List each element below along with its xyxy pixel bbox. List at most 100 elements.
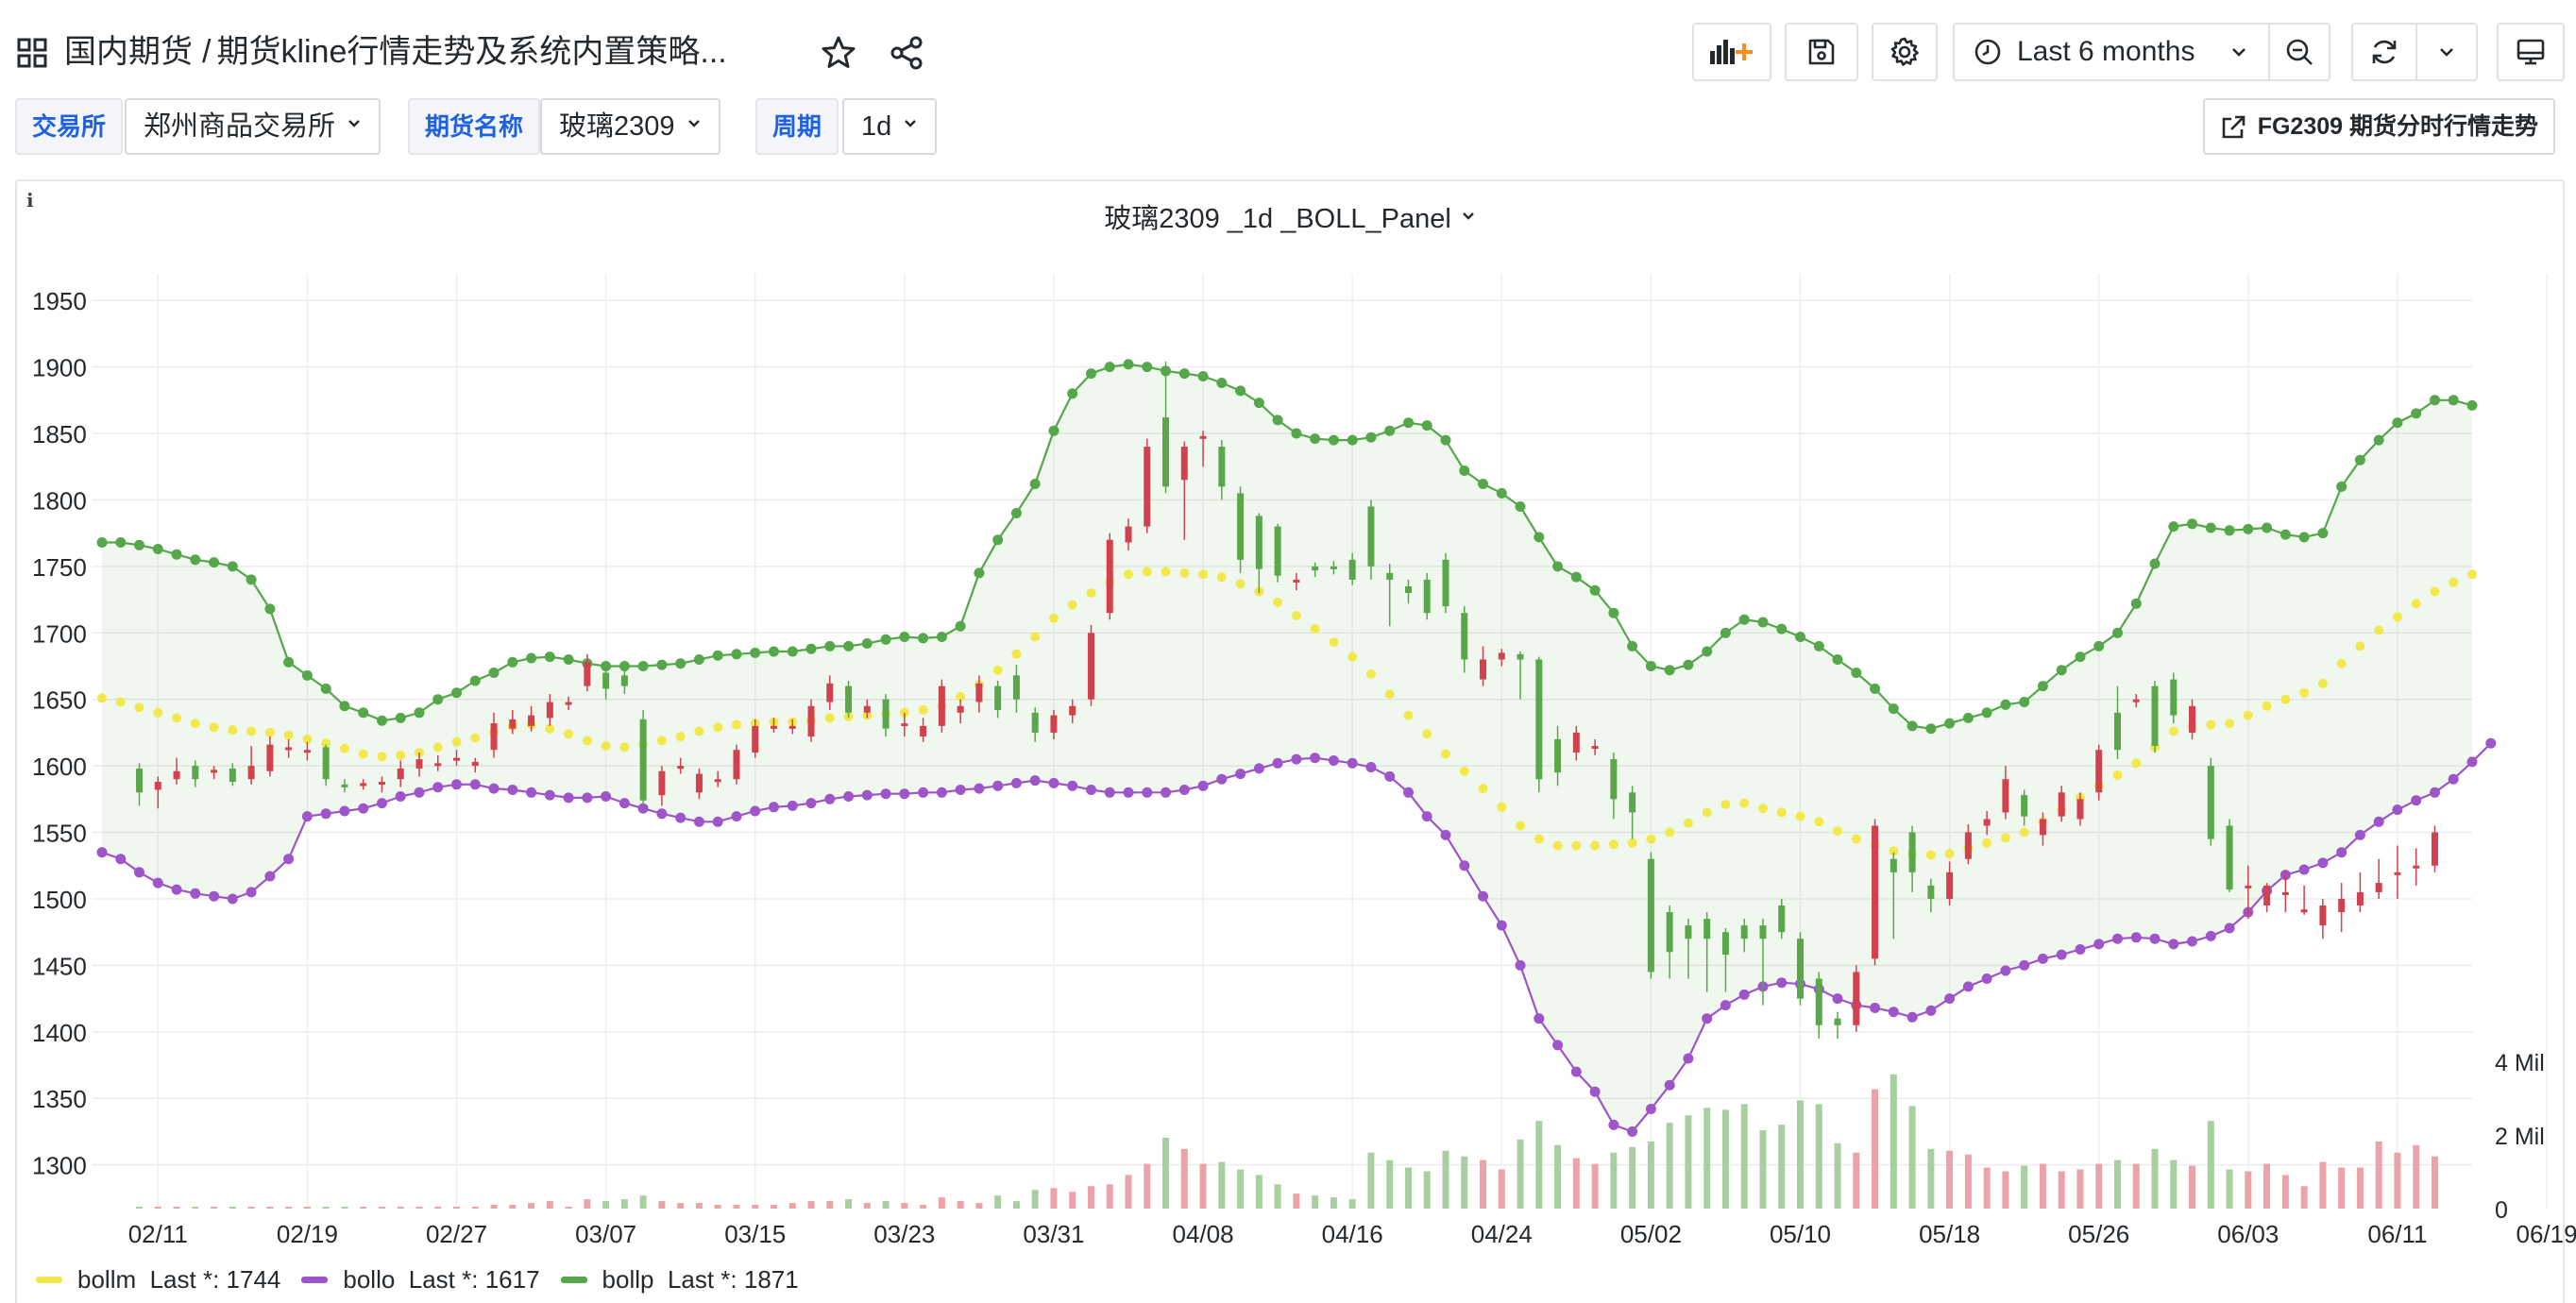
legend-item-bollp[interactable]: bollp Last *: 1871 <box>560 1265 799 1295</box>
series-point-bollo <box>974 783 985 794</box>
candlestick <box>1890 852 1897 939</box>
series-point-bollp <box>2262 522 2273 533</box>
series-point-bollo <box>209 890 220 902</box>
star-icon[interactable] <box>820 34 857 72</box>
series-point-bollo <box>227 893 238 905</box>
series-point-bollo <box>1253 763 1264 774</box>
series-point-bollo <box>246 887 257 898</box>
x-tick-label: 03/15 <box>724 1220 786 1248</box>
series-point-bollm <box>1665 827 1675 838</box>
panel-title[interactable]: 玻璃2309 _1d _BOLL_Panel <box>17 196 2563 236</box>
dashboard-title[interactable]: 期货kline行情走势及系统内置策略... <box>216 34 727 70</box>
dashboards-grid-icon[interactable] <box>17 38 47 68</box>
refresh-button[interactable] <box>2351 23 2417 81</box>
series-point-bollm <box>115 697 126 707</box>
series-point-bollm <box>992 665 1003 675</box>
candle-body <box>752 725 759 753</box>
variable-select-exchange[interactable]: 郑州商品交易所 <box>125 98 381 155</box>
candlestick <box>2413 848 2420 886</box>
y-tick-label: 1450 <box>32 952 87 980</box>
candle-body <box>341 784 348 787</box>
volume-bar <box>1312 1195 1319 1209</box>
time-range-picker[interactable]: Last 6 months <box>1953 23 2270 81</box>
save-dashboard-button[interactable] <box>1785 23 1858 81</box>
panel-title-text: 玻璃2309 _1d _BOLL_Panel <box>1104 204 1451 234</box>
series-point-bollm <box>2168 726 2178 736</box>
series-point-bollp <box>152 544 163 554</box>
x-tick-label: 03/23 <box>873 1220 935 1248</box>
series-point-bollp <box>2354 454 2365 465</box>
volume-bar <box>920 1205 927 1209</box>
volume-bar <box>2375 1141 2382 1209</box>
series-point-bollm <box>1776 807 1787 818</box>
variable-label-period: 周期 <box>755 98 839 155</box>
candle-body <box>1908 832 1916 872</box>
volume-bar <box>1031 1190 1039 1209</box>
series-bollp <box>96 359 2478 735</box>
volume-bar <box>1591 1163 1599 1209</box>
series-point-bollm <box>209 722 219 733</box>
series-point-bollp <box>2243 523 2254 534</box>
volume-bar <box>1274 1184 1281 1209</box>
refresh-interval-dropdown[interactable] <box>2415 23 2478 81</box>
series-point-bollo <box>1664 1079 1675 1091</box>
variable-value-futures-name: 玻璃2309 <box>559 111 675 142</box>
candlestick <box>1050 709 1058 739</box>
variable-select-period[interactable]: 1d <box>842 98 938 155</box>
monitor-icon <box>2517 39 2545 65</box>
series-point-bollp <box>526 652 537 664</box>
candle-body <box>770 725 777 729</box>
series-point-bollo <box>264 871 276 882</box>
series-point-bollm <box>601 741 611 751</box>
candlestick <box>938 679 945 733</box>
candlestick <box>2375 858 2382 899</box>
candle-body <box>2300 909 2308 913</box>
series-point-bollm <box>1758 804 1768 814</box>
series-point-bollm <box>1329 637 1339 648</box>
dashboard-link-fg2309[interactable]: FG2309 期货分时行情走势 <box>2202 98 2555 155</box>
share-icon[interactable] <box>888 34 925 72</box>
legend-item-bollm[interactable]: bollm Last *: 1744 <box>36 1265 280 1295</box>
series-point-bollp <box>1123 359 1134 370</box>
volume-bar <box>2002 1171 2009 1209</box>
breadcrumb-folder[interactable]: 国内期货 <box>64 34 193 70</box>
series-point-bollo <box>861 789 873 801</box>
series-point-bollo <box>1123 787 1134 798</box>
series-point-bollo <box>432 782 444 793</box>
series-point-bollp <box>2448 395 2459 406</box>
series-point-bollp <box>619 661 630 671</box>
series-point-bollp <box>96 537 108 548</box>
candle-body <box>920 725 927 737</box>
x-tick-label: 05/02 <box>1620 1220 1682 1248</box>
add-panel-button[interactable] <box>1692 23 1771 81</box>
candlestick <box>714 770 721 787</box>
volume-bar <box>1908 1106 1916 1209</box>
series-point-bollo <box>1702 1013 1713 1024</box>
candlestick <box>1218 440 1226 500</box>
candlestick <box>1535 656 1543 793</box>
variable-select-futures-name[interactable]: 玻璃2309 <box>540 98 720 155</box>
candlestick <box>2058 786 2065 822</box>
candle-body <box>2170 679 2178 716</box>
zoom-out-button[interactable] <box>2268 23 2330 81</box>
candlestick <box>2263 883 2271 913</box>
candle-body <box>1853 972 1860 1025</box>
series-point-bollo <box>656 808 668 820</box>
series-point-bollo <box>451 779 462 790</box>
candlestick <box>1759 919 1767 1006</box>
panel-info-icon[interactable]: i <box>26 189 34 212</box>
series-point-bollp <box>227 561 238 572</box>
volume-bar <box>303 1207 311 1209</box>
series-point-bollp <box>843 640 855 652</box>
volume-bar <box>2021 1165 2028 1209</box>
volume-bar <box>1386 1159 1394 1209</box>
series-point-bollo <box>880 788 891 800</box>
series-point-bollm <box>190 719 200 729</box>
tv-mode-button[interactable] <box>2497 23 2565 81</box>
series-point-bollo <box>1142 787 1153 798</box>
series-point-bollp <box>1907 720 1918 732</box>
candle-body <box>1106 539 1113 614</box>
dashboard-settings-button[interactable] <box>1872 23 1938 81</box>
legend-item-bollo[interactable]: bollo Last *: 1617 <box>301 1265 540 1295</box>
